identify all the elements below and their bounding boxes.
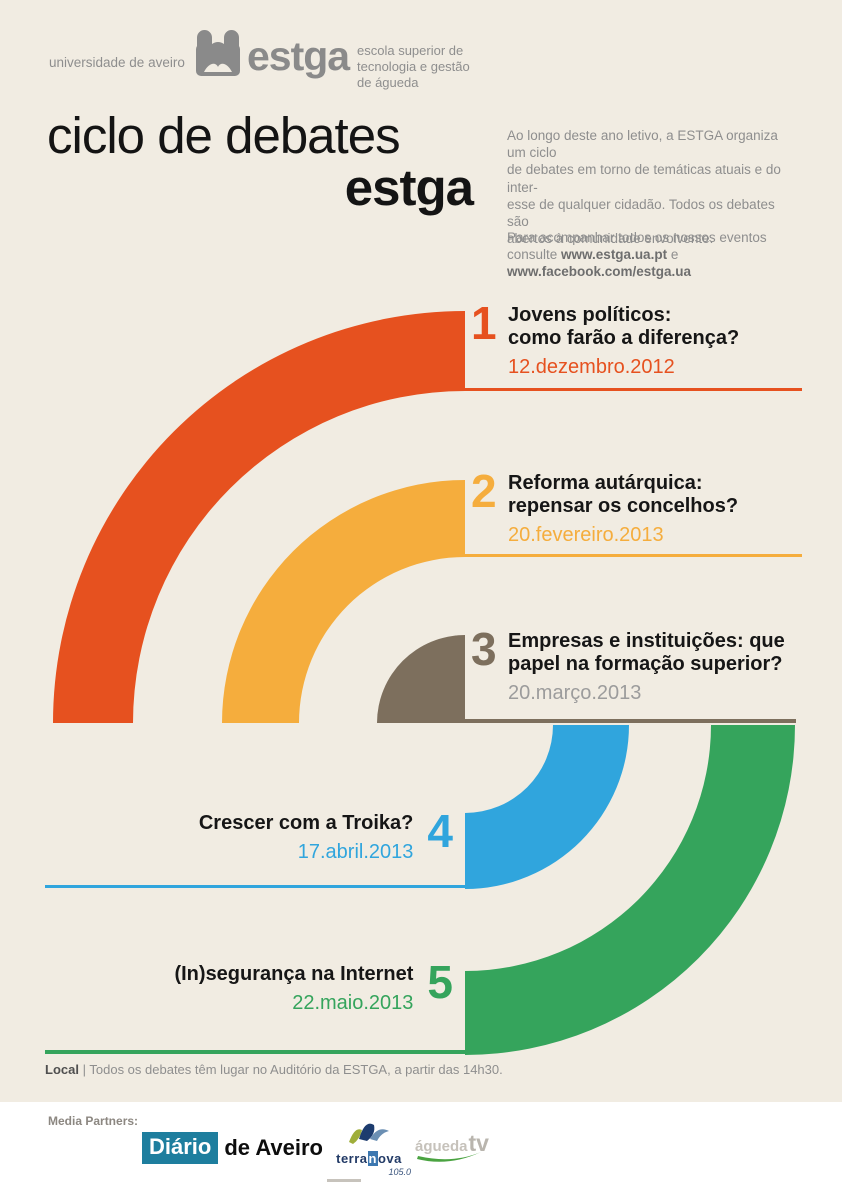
intro-paragraph: Ao longo deste ano letivo, a ESTGA organ… (507, 127, 799, 247)
debate-title: repensar os concelhos? (508, 495, 739, 517)
diario-logo-text: de Aveiro (224, 1135, 323, 1160)
agueda-tv-logo: águedatv (415, 1130, 489, 1165)
intro-line: Ao longo deste ano letivo, a ESTGA organ… (507, 128, 778, 161)
poster-title-line1: ciclo de debates (47, 107, 401, 164)
debate-text-2: Reforma autárquica: repensar os concelho… (508, 472, 738, 547)
followup-prefix: consulte (507, 247, 562, 263)
school-name-line: escola superior de (357, 43, 464, 58)
estga-url: www.estga.ua.pt (561, 247, 668, 263)
debate-text-3: Empresas e instituições: que papel na fo… (508, 630, 785, 705)
debate-rule-3 (465, 719, 796, 723)
location-divider: | (82, 1062, 86, 1077)
diario-logo-box: Diário (142, 1132, 219, 1164)
debate-text-1: Jovens políticos: como farão a diferença… (508, 304, 739, 379)
debate-rule-2 (465, 554, 802, 557)
intro-line: esse de qualquer cidadão. Todos os debat… (507, 196, 775, 230)
followup-line2: consulte www.estga.ua.pt e www.facebook.… (507, 246, 817, 280)
debate-item-1: 1 Jovens políticos: como farão a diferen… (471, 297, 803, 379)
arc-5-green (465, 725, 795, 1055)
intro-line: de debates em torno de temáticas atuais … (507, 162, 781, 195)
terranova-frequency: 105.0 (388, 1167, 411, 1177)
intro-line: abertos à comunidade envolvente. (507, 231, 714, 247)
debate-date: 20.fevereiro.2013 (508, 524, 664, 546)
debate-item-4: 4 Crescer com a Troika? 17.abril.2013 (199, 805, 453, 864)
debate-title: Jovens políticos: (508, 304, 672, 326)
debate-item-2: 2 Reforma autárquica: repensar os concel… (471, 465, 803, 547)
media-partners-band: Media Partners: Diário de Aveiro terrano… (0, 1102, 842, 1191)
debate-date: 22.maio.2013 (292, 992, 414, 1014)
arc-2-yellow (222, 480, 465, 723)
debate-text-4: Crescer com a Troika? 17.abril.2013 (199, 812, 414, 864)
university-aveiro-logo-icon (196, 30, 240, 83)
terranova-text-post: ova (377, 1151, 402, 1166)
debate-date: 17.abril.2013 (297, 841, 414, 863)
school-name-line: tecnologia e gestão (357, 59, 470, 74)
agueda-tv-suffix: tv (468, 1130, 489, 1156)
debate-number-4: 4 (427, 805, 453, 857)
terranova-radio-logo: terranova 105.0 (327, 1118, 411, 1182)
debate-number-5: 5 (427, 956, 453, 1008)
debate-number-2: 2 (471, 465, 497, 517)
arc-1-red (53, 311, 465, 723)
debate-title: (In)segurança na Internet (174, 963, 414, 985)
terranova-text-pre: terra (336, 1151, 368, 1166)
debate-item-5: 5 (In)segurança na Internet 22.maio.2013 (174, 956, 453, 1015)
agueda-tv-wordmark: águeda (415, 1138, 468, 1155)
debate-title: como farão a diferença? (508, 327, 740, 349)
followup-connector: e (667, 247, 679, 263)
school-full-name: escola superior de tecnologia e gestão d… (357, 43, 470, 91)
media-partners-heading: Media Partners: (48, 1114, 139, 1128)
debate-title: papel na formação superior? (508, 653, 783, 675)
debate-date: 12.dezembro.2012 (508, 356, 675, 378)
agueda-tv-swoosh-icon (417, 1152, 481, 1162)
terranova-n-box: n (367, 1151, 378, 1166)
followup-line1: Para acompanhar todos os nossos eventos (507, 230, 767, 245)
facebook-url: www.facebook.com/estga.ua (507, 264, 692, 280)
debate-title: Empresas e instituições: que (508, 630, 785, 652)
followup-paragraph: Para acompanhar todos os nossos eventos … (507, 229, 817, 281)
poster-title: ciclo de debates estga (47, 107, 474, 216)
debate-rule-5 (45, 1050, 469, 1054)
location-text: Todos os debates têm lugar no Auditório … (89, 1062, 503, 1077)
terranova-waves-icon (349, 1123, 389, 1144)
terranova-tagline (327, 1179, 361, 1182)
school-name-line: de águeda (357, 75, 419, 90)
debate-rule-1 (465, 388, 802, 391)
university-name: universidade de aveiro (49, 55, 185, 70)
diario-de-aveiro-logo: Diário de Aveiro (142, 1132, 323, 1164)
terranova-wordmark: terranova (327, 1151, 411, 1166)
arc-3-brown (377, 635, 465, 723)
poster-title-line2: estga (344, 159, 474, 216)
debate-number-3: 3 (471, 623, 497, 675)
arc-4-blue (465, 725, 629, 889)
debate-number-1: 1 (471, 297, 497, 349)
location-label: Local (45, 1062, 79, 1077)
debate-text-5: (In)segurança na Internet 22.maio.2013 (174, 963, 413, 1015)
estga-logotype: estga (247, 33, 350, 79)
debate-rule-4 (45, 885, 465, 888)
debate-title: Reforma autárquica: (508, 472, 703, 494)
debate-date: 20.março.2013 (508, 682, 642, 704)
debate-title: Crescer com a Troika? (198, 812, 414, 834)
location-note: Local | Todos os debates têm lugar no Au… (45, 1062, 503, 1077)
debate-item-3: 3 Empresas e instituições: que papel na … (471, 623, 803, 705)
